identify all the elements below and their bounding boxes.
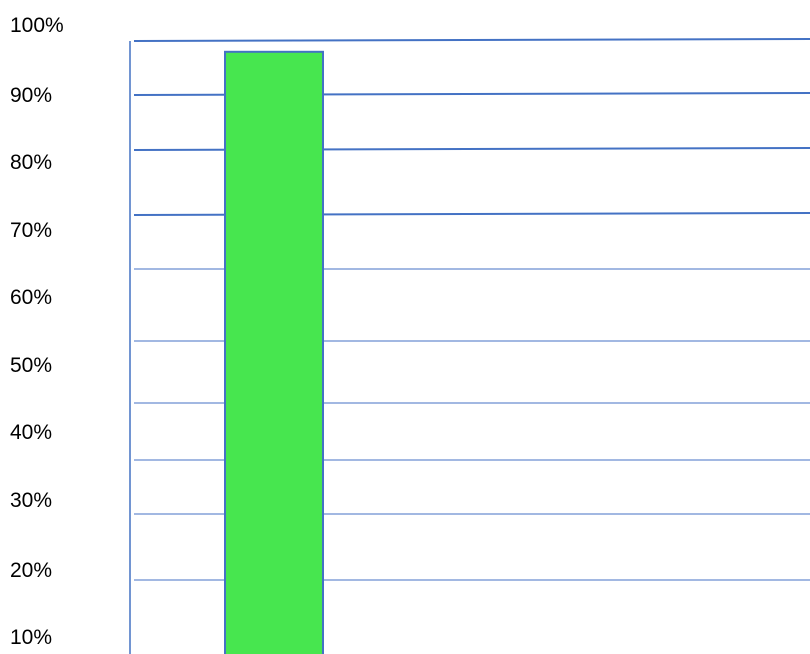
- y-tick-label-70: 70%: [10, 219, 52, 242]
- y-tick-label-30: 30%: [10, 489, 52, 512]
- y-tick-label-80: 80%: [10, 151, 52, 174]
- bars: [224, 50, 324, 654]
- y-tick-label-10: 10%: [10, 626, 52, 649]
- y-tick-label-20: 20%: [10, 559, 52, 582]
- y-tick-label-90: 90%: [10, 84, 52, 107]
- gridline-100: [133, 38, 810, 42]
- bar-0: [224, 50, 324, 654]
- y-tick-label-40: 40%: [10, 421, 52, 444]
- y-tick-label-50: 50%: [10, 354, 52, 377]
- y-tick-label-60: 60%: [10, 286, 52, 309]
- y-tick-label-100: 100%: [10, 14, 64, 37]
- y-axis-tick-labels: 100% 90% 80% 70% 60% 50% 40% 30% 20% 10%: [10, 14, 64, 649]
